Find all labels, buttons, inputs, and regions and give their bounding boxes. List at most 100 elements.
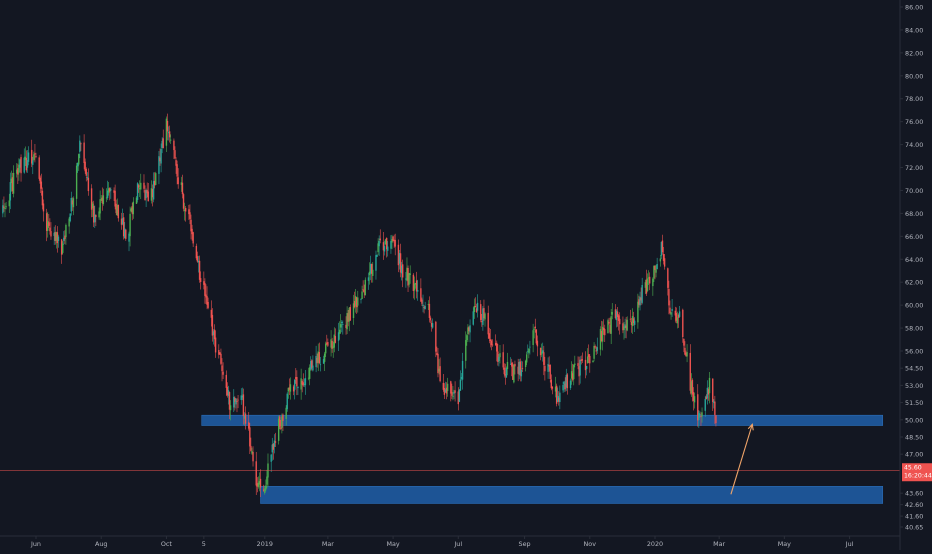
candle-body bbox=[311, 360, 313, 368]
candle-body bbox=[526, 354, 528, 363]
candle-body bbox=[439, 366, 441, 382]
candle-body bbox=[632, 318, 635, 323]
candle-body bbox=[357, 297, 359, 306]
candle-body bbox=[256, 483, 259, 487]
candle-body bbox=[206, 296, 208, 305]
candle-body bbox=[585, 365, 588, 369]
candle-body bbox=[690, 381, 693, 394]
candle-body bbox=[146, 189, 148, 194]
candle-body bbox=[26, 160, 29, 168]
candle-body bbox=[648, 276, 651, 284]
candle-body bbox=[671, 308, 673, 311]
candle-body bbox=[128, 233, 130, 242]
candle-body bbox=[476, 302, 479, 311]
candle-body bbox=[93, 205, 95, 223]
y-tick-label: 54.50 bbox=[905, 365, 923, 373]
candle-body bbox=[390, 241, 392, 249]
candle-body bbox=[205, 294, 207, 298]
candle-body bbox=[288, 387, 291, 390]
candle-body bbox=[113, 190, 115, 193]
candle-body bbox=[438, 368, 440, 372]
annotation-arrow-line[interactable] bbox=[730, 424, 753, 495]
candle-body bbox=[580, 359, 582, 361]
y-tick-label: 58.00 bbox=[905, 325, 923, 333]
candle-body bbox=[473, 306, 476, 313]
candle-body bbox=[338, 329, 341, 334]
candle-body bbox=[617, 315, 620, 321]
candle-body bbox=[279, 416, 281, 427]
candle-body bbox=[405, 278, 407, 280]
candle-body bbox=[654, 265, 656, 270]
candle-body bbox=[289, 384, 292, 392]
candle-body bbox=[554, 386, 557, 392]
candle-body bbox=[85, 168, 87, 176]
candle-body bbox=[352, 303, 355, 319]
candle-body bbox=[24, 156, 27, 161]
candle-body bbox=[686, 352, 688, 357]
candle-body bbox=[428, 303, 431, 318]
candle-body bbox=[121, 218, 124, 225]
candle-body bbox=[57, 236, 60, 241]
candle-body bbox=[542, 350, 544, 354]
candle-body bbox=[250, 445, 252, 451]
candle-body bbox=[17, 168, 19, 175]
candle-body bbox=[633, 320, 636, 325]
candle-body bbox=[631, 316, 634, 327]
candle-body bbox=[68, 218, 70, 227]
candle-body bbox=[610, 316, 612, 334]
y-tick-label: 50.00 bbox=[905, 416, 923, 424]
y-tick-label: 82.00 bbox=[905, 49, 923, 57]
candle-body bbox=[596, 347, 598, 351]
y-tick-label: 66.00 bbox=[905, 233, 923, 241]
candle-body bbox=[69, 213, 71, 222]
candle-body bbox=[135, 197, 138, 204]
candle-body bbox=[80, 143, 82, 145]
candle-body bbox=[183, 209, 186, 211]
candle-body bbox=[429, 317, 432, 321]
candle-body bbox=[114, 190, 116, 207]
x-axis[interactable]: Jun Aug Oct 5 2019 Mar May Jul Sep Nov 2020 Mar May J… bbox=[0, 535, 900, 548]
candle-body bbox=[708, 377, 711, 394]
candle-body bbox=[304, 378, 307, 386]
candle-body bbox=[70, 197, 72, 212]
y-tick-label: 56.00 bbox=[905, 347, 923, 355]
zone-2[interactable] bbox=[260, 485, 884, 504]
candle-body bbox=[252, 451, 254, 462]
x-tick-label: Oct bbox=[161, 540, 173, 548]
candle-body bbox=[668, 288, 670, 306]
candle-body bbox=[517, 366, 519, 374]
candle-body bbox=[49, 227, 51, 232]
y-axis[interactable]: 86.00 84.00 82.00 80.00 78.00 76.00 74.00 72.00… bbox=[899, 0, 923, 550]
zone-1[interactable] bbox=[201, 414, 884, 426]
candle-body bbox=[509, 363, 512, 365]
candle-body bbox=[625, 325, 627, 329]
candle-body bbox=[676, 317, 679, 324]
candle-body bbox=[483, 308, 485, 319]
candle-body bbox=[213, 329, 216, 340]
candle-body bbox=[600, 331, 603, 342]
candle-body bbox=[176, 164, 178, 177]
candle-body bbox=[490, 340, 493, 346]
candle-body bbox=[444, 389, 447, 393]
candle-body bbox=[55, 232, 58, 241]
candle-body bbox=[534, 326, 536, 329]
candle-body bbox=[342, 324, 344, 325]
candle-body bbox=[536, 340, 539, 347]
candle-body bbox=[71, 200, 74, 205]
candle-body bbox=[334, 336, 337, 343]
candle-body bbox=[167, 132, 170, 134]
candle-body bbox=[259, 478, 262, 488]
candle-body bbox=[430, 322, 433, 327]
current-price-value: 45.60 bbox=[904, 465, 922, 472]
candle-body bbox=[663, 258, 666, 267]
candle-body bbox=[110, 189, 112, 191]
candle-body bbox=[131, 205, 133, 214]
candle-body bbox=[248, 422, 250, 429]
candle-body bbox=[40, 181, 43, 189]
y-tick-label: 47.00 bbox=[905, 451, 923, 459]
candle-body bbox=[184, 207, 187, 212]
candle-body bbox=[619, 318, 621, 325]
